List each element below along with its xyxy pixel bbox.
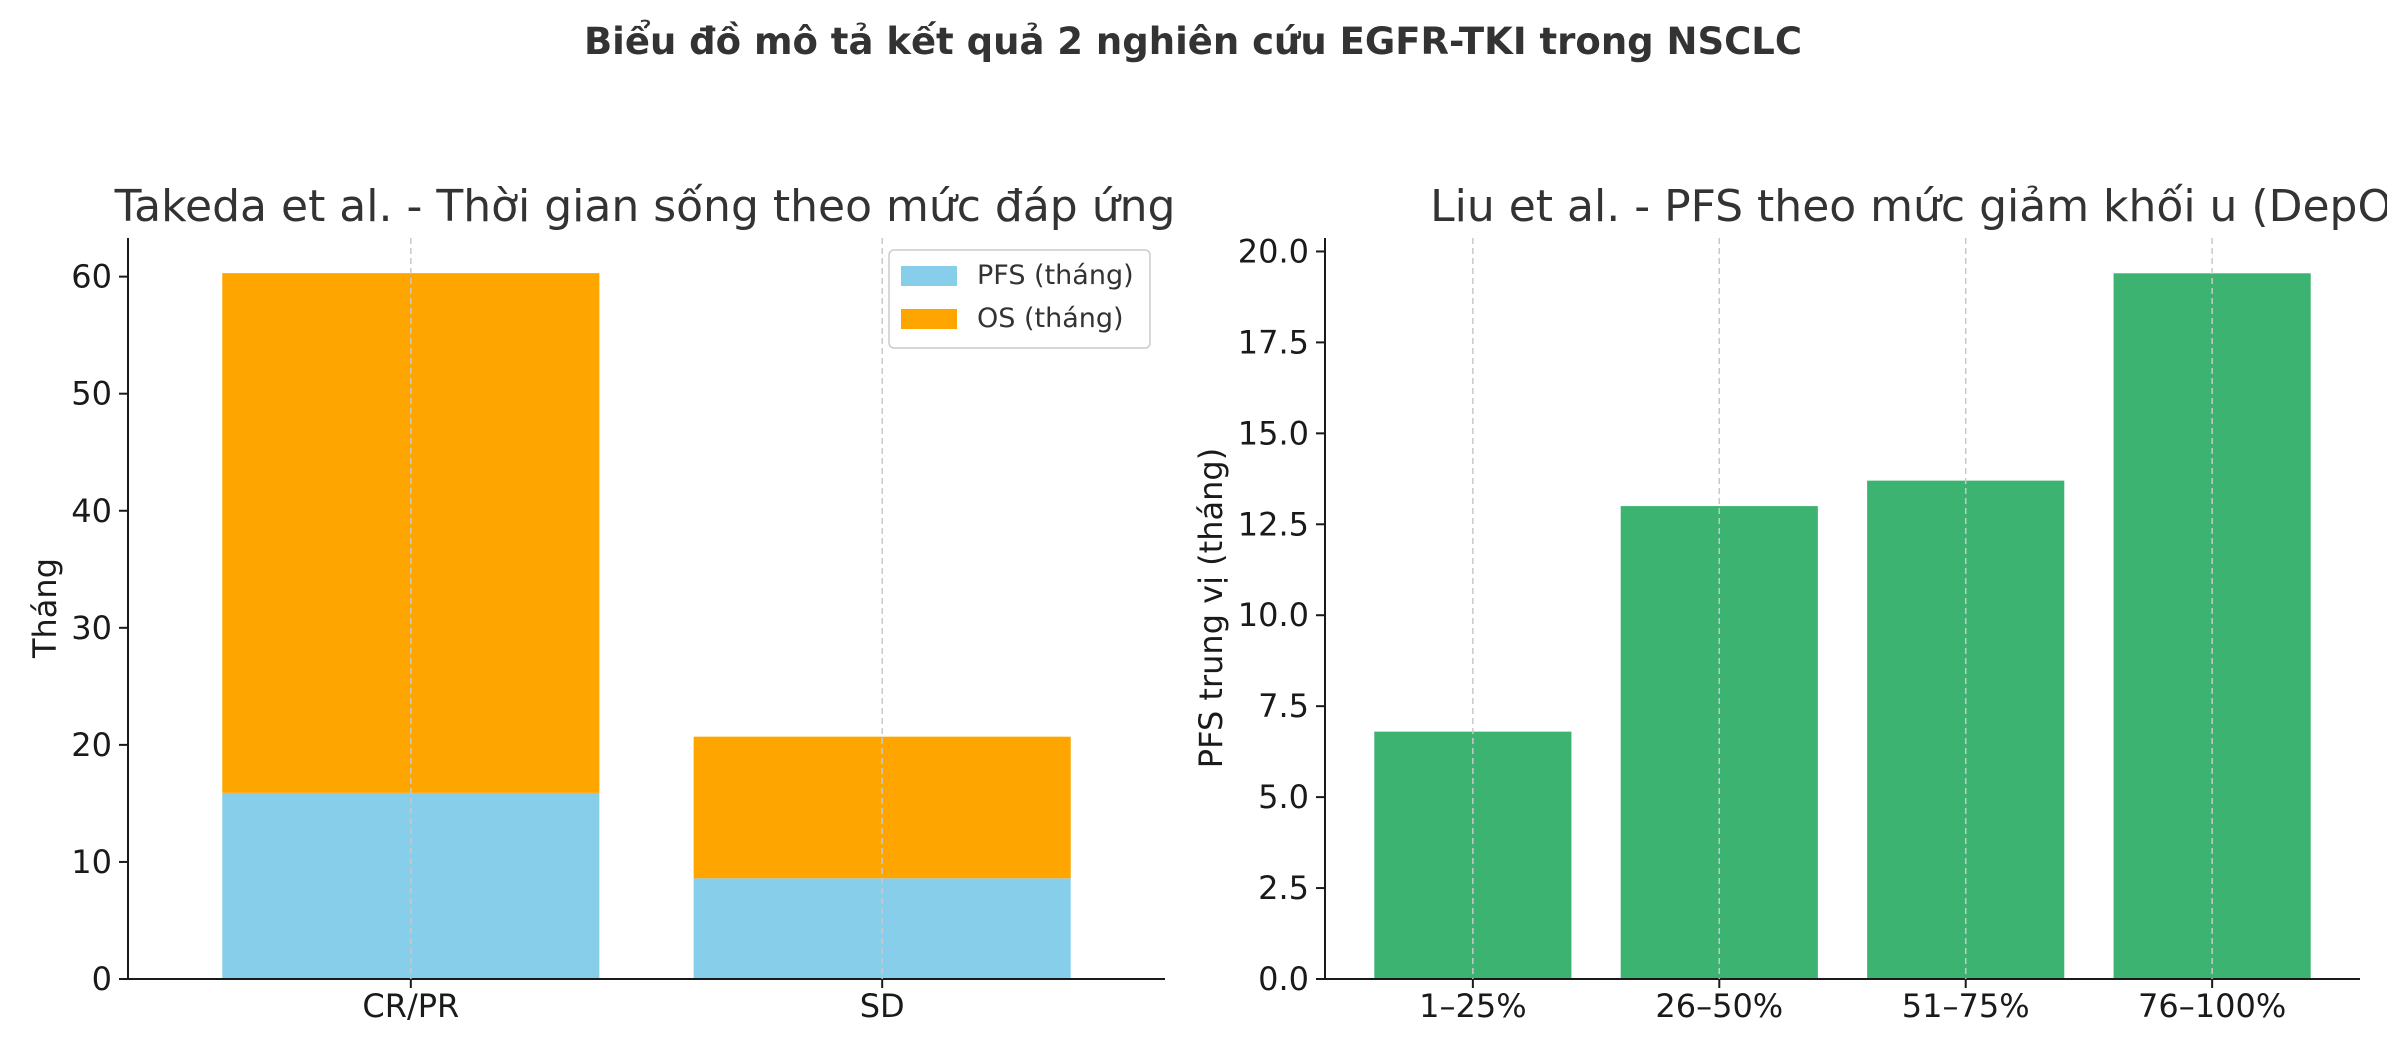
liu-y-tick-label-5: 12.5	[1238, 505, 1309, 543]
takeda-y-tick-label-2: 20	[71, 726, 112, 764]
takeda-y-tick-label-6: 60	[71, 258, 112, 296]
liu-y-axis-label: PFS trung vị (tháng)	[1192, 448, 1230, 768]
takeda-bar-os-1	[693, 736, 1071, 879]
liu-y-tick-label-6: 15.0	[1238, 414, 1309, 452]
takeda-y-tick-label-3: 30	[71, 609, 112, 647]
takeda-chart-title: Takeda et al. - Thời gian sống theo mức …	[114, 181, 1176, 232]
takeda-legend: PFS (tháng) OS (tháng)	[888, 249, 1151, 349]
liu-y-tick-label-0: 0.0	[1258, 960, 1309, 998]
liu-y-tick-label-4: 10.0	[1238, 596, 1309, 634]
takeda-x-tick-label-0: CR/PR	[362, 987, 459, 1025]
liu-chart: Liu et al. - PFS theo mức giảm khối u (D…	[1192, 181, 2387, 1025]
takeda-chart: Takeda et al. - Thời gian sống theo mức …	[26, 181, 1175, 1025]
takeda-y-axis-label: Tháng	[26, 558, 64, 659]
liu-y-tick-label-2: 5.0	[1258, 778, 1309, 816]
liu-x-tick-label-3: 76–100%	[2138, 987, 2286, 1025]
takeda-legend-label-0: PFS (tháng)	[977, 260, 1134, 291]
takeda-y-tick-label-0: 0	[92, 960, 112, 998]
takeda-y-tick-label-5: 50	[71, 375, 112, 413]
takeda-legend-label-1: OS (tháng)	[977, 303, 1124, 334]
takeda-y-tick-label-1: 10	[71, 843, 112, 881]
takeda-legend-swatch-1	[901, 309, 957, 329]
liu-y-tick-label-8: 20.0	[1238, 232, 1309, 270]
liu-y-tick-label-7: 17.5	[1238, 323, 1309, 361]
takeda-y-tick-label-4: 40	[71, 492, 112, 530]
takeda-x-tick-label-1: SD	[860, 987, 905, 1025]
figure-suptitle: Biểu đồ mô tả kết quả 2 nghiên cứu EGFR-…	[584, 20, 1802, 63]
takeda-legend-swatch-0	[901, 266, 957, 286]
liu-y-tick-label-3: 7.5	[1258, 687, 1309, 725]
liu-x-tick-label-0: 1–25%	[1419, 987, 1526, 1025]
liu-y-tick-label-1: 2.5	[1258, 869, 1309, 907]
liu-x-tick-label-1: 26–50%	[1655, 987, 1783, 1025]
liu-chart-title: Liu et al. - PFS theo mức giảm khối u (D…	[1430, 181, 2387, 232]
liu-x-tick-label-2: 51–75%	[1902, 987, 2030, 1025]
